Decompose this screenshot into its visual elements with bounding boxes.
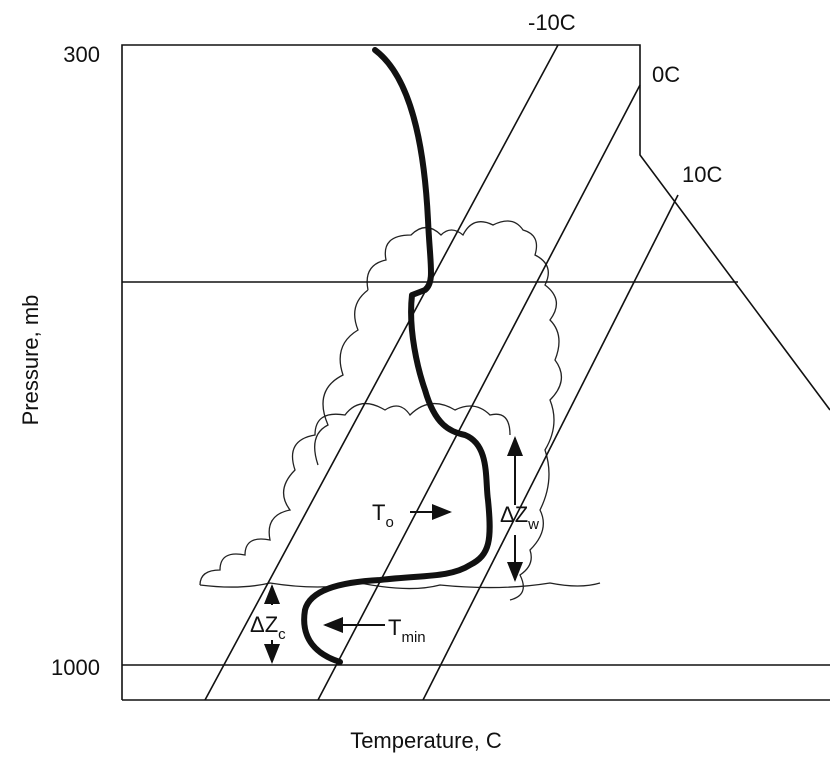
annotation: Tmin	[388, 615, 426, 646]
page: 300 1000 -10C 0C 10C Temperature, C Pres…	[0, 0, 830, 757]
annotation-text: T	[372, 500, 385, 525]
y-axis-label: Pressure, mb	[18, 295, 43, 426]
annotation-sub: o	[385, 514, 393, 531]
annotation: ΔZw	[500, 502, 539, 533]
annotation: ΔZc	[250, 612, 286, 643]
annotation-sub: c	[278, 626, 286, 643]
sounding-curve	[304, 50, 490, 662]
annotation-text: ΔZ	[250, 612, 278, 637]
isotherm-label: -10C	[528, 10, 576, 35]
isotherm-lines	[205, 45, 678, 700]
annotation: To	[372, 500, 394, 531]
frame	[122, 45, 830, 700]
isotherm-label: 0C	[652, 62, 680, 87]
pressure-label: 300	[63, 42, 100, 67]
isotherm-label: 10C	[682, 162, 722, 187]
annotation-sub: min	[401, 629, 425, 646]
annotation-sub: w	[527, 516, 539, 533]
annotation-text: T	[388, 615, 401, 640]
annotation-text: ΔZ	[500, 502, 528, 527]
pressure-label: 1000	[51, 655, 100, 680]
diagram: 300 1000 -10C 0C 10C Temperature, C Pres…	[0, 0, 830, 757]
x-axis-label: Temperature, C	[350, 728, 502, 753]
